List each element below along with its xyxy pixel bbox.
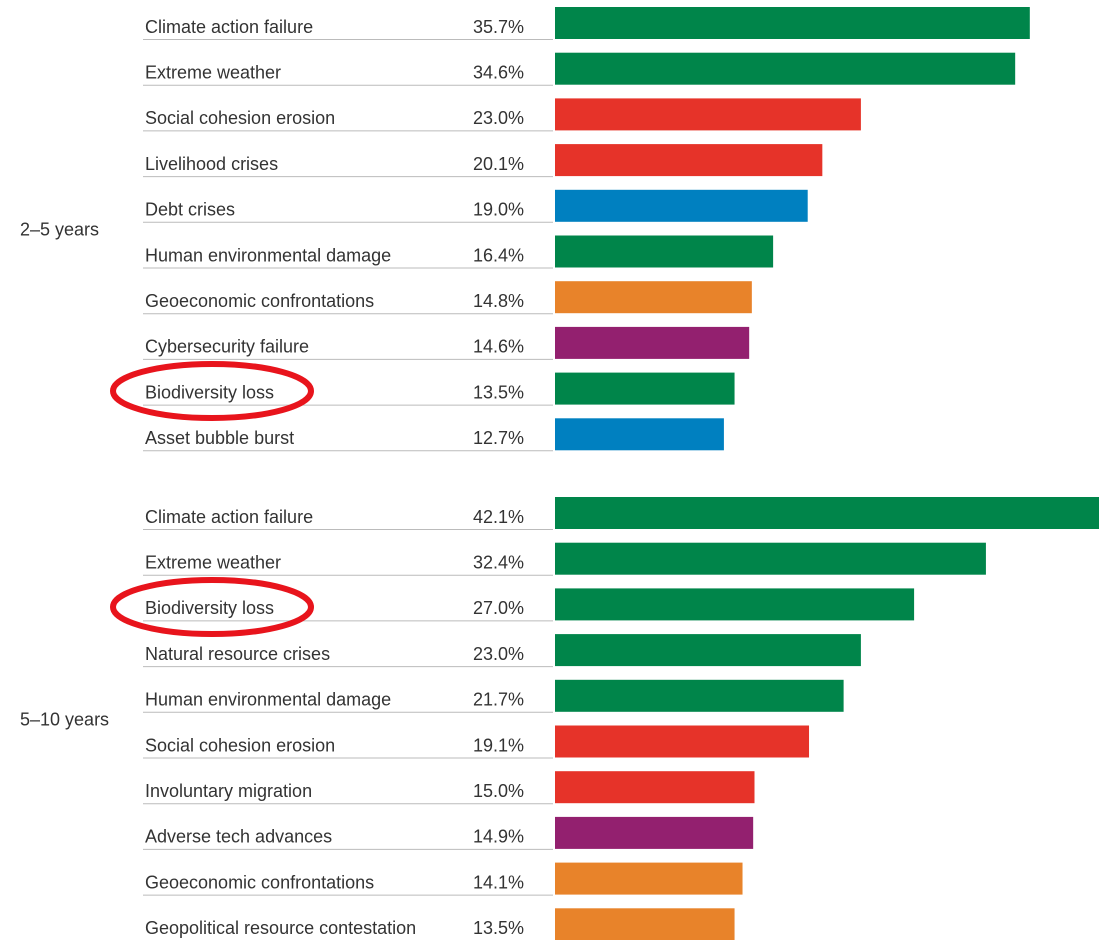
value-label: 16.4%	[473, 245, 524, 265]
group-label: 2–5 years	[20, 219, 99, 239]
value-label: 12.7%	[473, 428, 524, 448]
bar	[555, 908, 735, 940]
highlight-ellipse	[110, 361, 314, 421]
value-label: 15.0%	[473, 781, 524, 801]
bar	[555, 816, 754, 849]
bar	[555, 771, 755, 804]
category-label: Involuntary migration	[145, 781, 312, 801]
category-label: Social cohesion erosion	[145, 108, 335, 128]
bar	[555, 497, 1099, 529]
value-label: 13.5%	[473, 918, 524, 938]
category-label: Social cohesion erosion	[145, 735, 335, 755]
value-label: 19.0%	[473, 200, 524, 220]
category-label: Extreme weather	[145, 62, 281, 82]
value-label: 42.1%	[473, 507, 524, 527]
value-label: 14.1%	[473, 872, 524, 892]
group-label: 5–10 years	[20, 709, 109, 729]
value-label: 23.0%	[473, 108, 524, 128]
bar	[555, 588, 915, 621]
bar	[555, 98, 861, 131]
category-label: Human environmental damage	[145, 245, 391, 265]
category-label: Extreme weather	[145, 552, 281, 572]
category-label: Human environmental damage	[145, 690, 391, 710]
highlight-ellipse	[110, 577, 314, 637]
category-label: Geopolitical resource contestation	[145, 918, 416, 938]
bar	[555, 372, 735, 405]
category-label: Adverse tech advances	[145, 827, 332, 847]
category-label: Debt crises	[145, 200, 235, 220]
value-label: 14.8%	[473, 291, 524, 311]
category-label: Geoeconomic confrontations	[145, 872, 374, 892]
bar	[555, 52, 1016, 85]
value-label: 35.7%	[473, 17, 524, 37]
value-label: 34.6%	[473, 62, 524, 82]
bar	[555, 326, 750, 359]
bar	[555, 235, 774, 268]
bar	[555, 7, 1030, 39]
category-label: Livelihood crises	[145, 154, 278, 174]
bar	[555, 679, 844, 712]
bar	[555, 634, 861, 667]
value-label: 32.4%	[473, 552, 524, 572]
value-label: 27.0%	[473, 598, 524, 618]
value-label: 14.6%	[473, 337, 524, 357]
bar	[555, 542, 986, 575]
bar	[555, 144, 823, 177]
bar	[555, 189, 808, 222]
category-label: Cybersecurity failure	[145, 337, 309, 357]
category-label: Biodiversity loss	[145, 598, 274, 618]
category-label: Biodiversity loss	[145, 382, 274, 402]
bar	[555, 725, 810, 758]
category-label: Asset bubble burst	[145, 428, 294, 448]
category-label: Climate action failure	[145, 17, 313, 37]
bar	[555, 281, 752, 314]
value-label: 13.5%	[473, 382, 524, 402]
category-label: Natural resource crises	[145, 644, 330, 664]
value-label: 20.1%	[473, 154, 524, 174]
value-label: 14.9%	[473, 827, 524, 847]
bar	[555, 862, 743, 895]
value-label: 21.7%	[473, 690, 524, 710]
category-label: Climate action failure	[145, 507, 313, 527]
bar	[555, 418, 724, 451]
category-label: Geoeconomic confrontations	[145, 291, 374, 311]
value-label: 23.0%	[473, 644, 524, 664]
value-label: 19.1%	[473, 735, 524, 755]
